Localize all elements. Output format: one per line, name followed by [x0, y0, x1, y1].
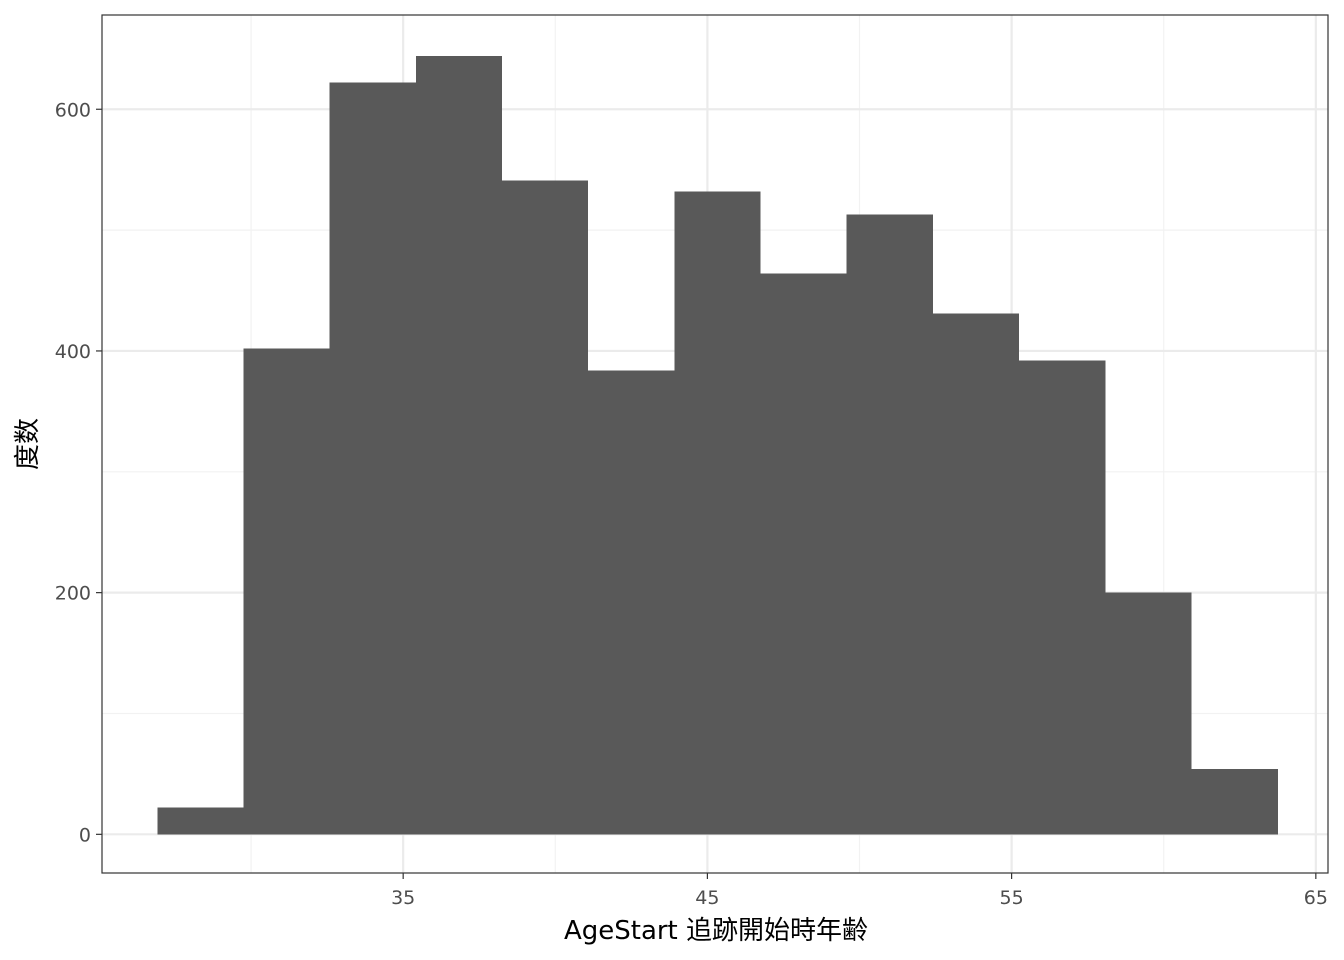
y-tick-label-2: 400	[55, 341, 91, 363]
x-tick-label-3: 65	[1304, 887, 1328, 909]
x-tick-label-0: 35	[391, 887, 415, 909]
histogram-bar-3	[415, 56, 503, 835]
x-tick-label-1: 45	[695, 887, 719, 909]
x-tick-label-2: 55	[1000, 887, 1024, 909]
histogram-bar-4	[502, 180, 589, 835]
histogram-bars	[157, 56, 1278, 835]
histogram-bar-5	[588, 370, 675, 835]
histogram-bar-2	[329, 82, 416, 835]
y-tick-label-1: 200	[55, 583, 91, 605]
histogram-bar-8	[846, 214, 934, 835]
histogram-bar-9	[933, 313, 1020, 835]
histogram-bar-0	[157, 807, 244, 835]
histogram-bar-10	[1019, 360, 1106, 835]
x-axis-title: AgeStart 追跡開始時年齢	[564, 916, 868, 946]
y-axis-title: 度数	[13, 418, 43, 470]
panel-border	[101, 14, 1329, 874]
histogram-bar-11	[1105, 592, 1192, 835]
histogram-bar-7	[760, 273, 847, 835]
histogram-bar-12	[1191, 769, 1278, 835]
y-tick-label-0: 0	[79, 824, 91, 846]
histogram-bar-1	[243, 348, 330, 835]
axis-ticks	[96, 108, 1317, 879]
axis-tick-labels: 35 45 55 65 0 200 400 600	[55, 99, 1328, 909]
histogram-bar-6	[674, 191, 761, 835]
y-tick-label-3: 600	[55, 99, 91, 121]
